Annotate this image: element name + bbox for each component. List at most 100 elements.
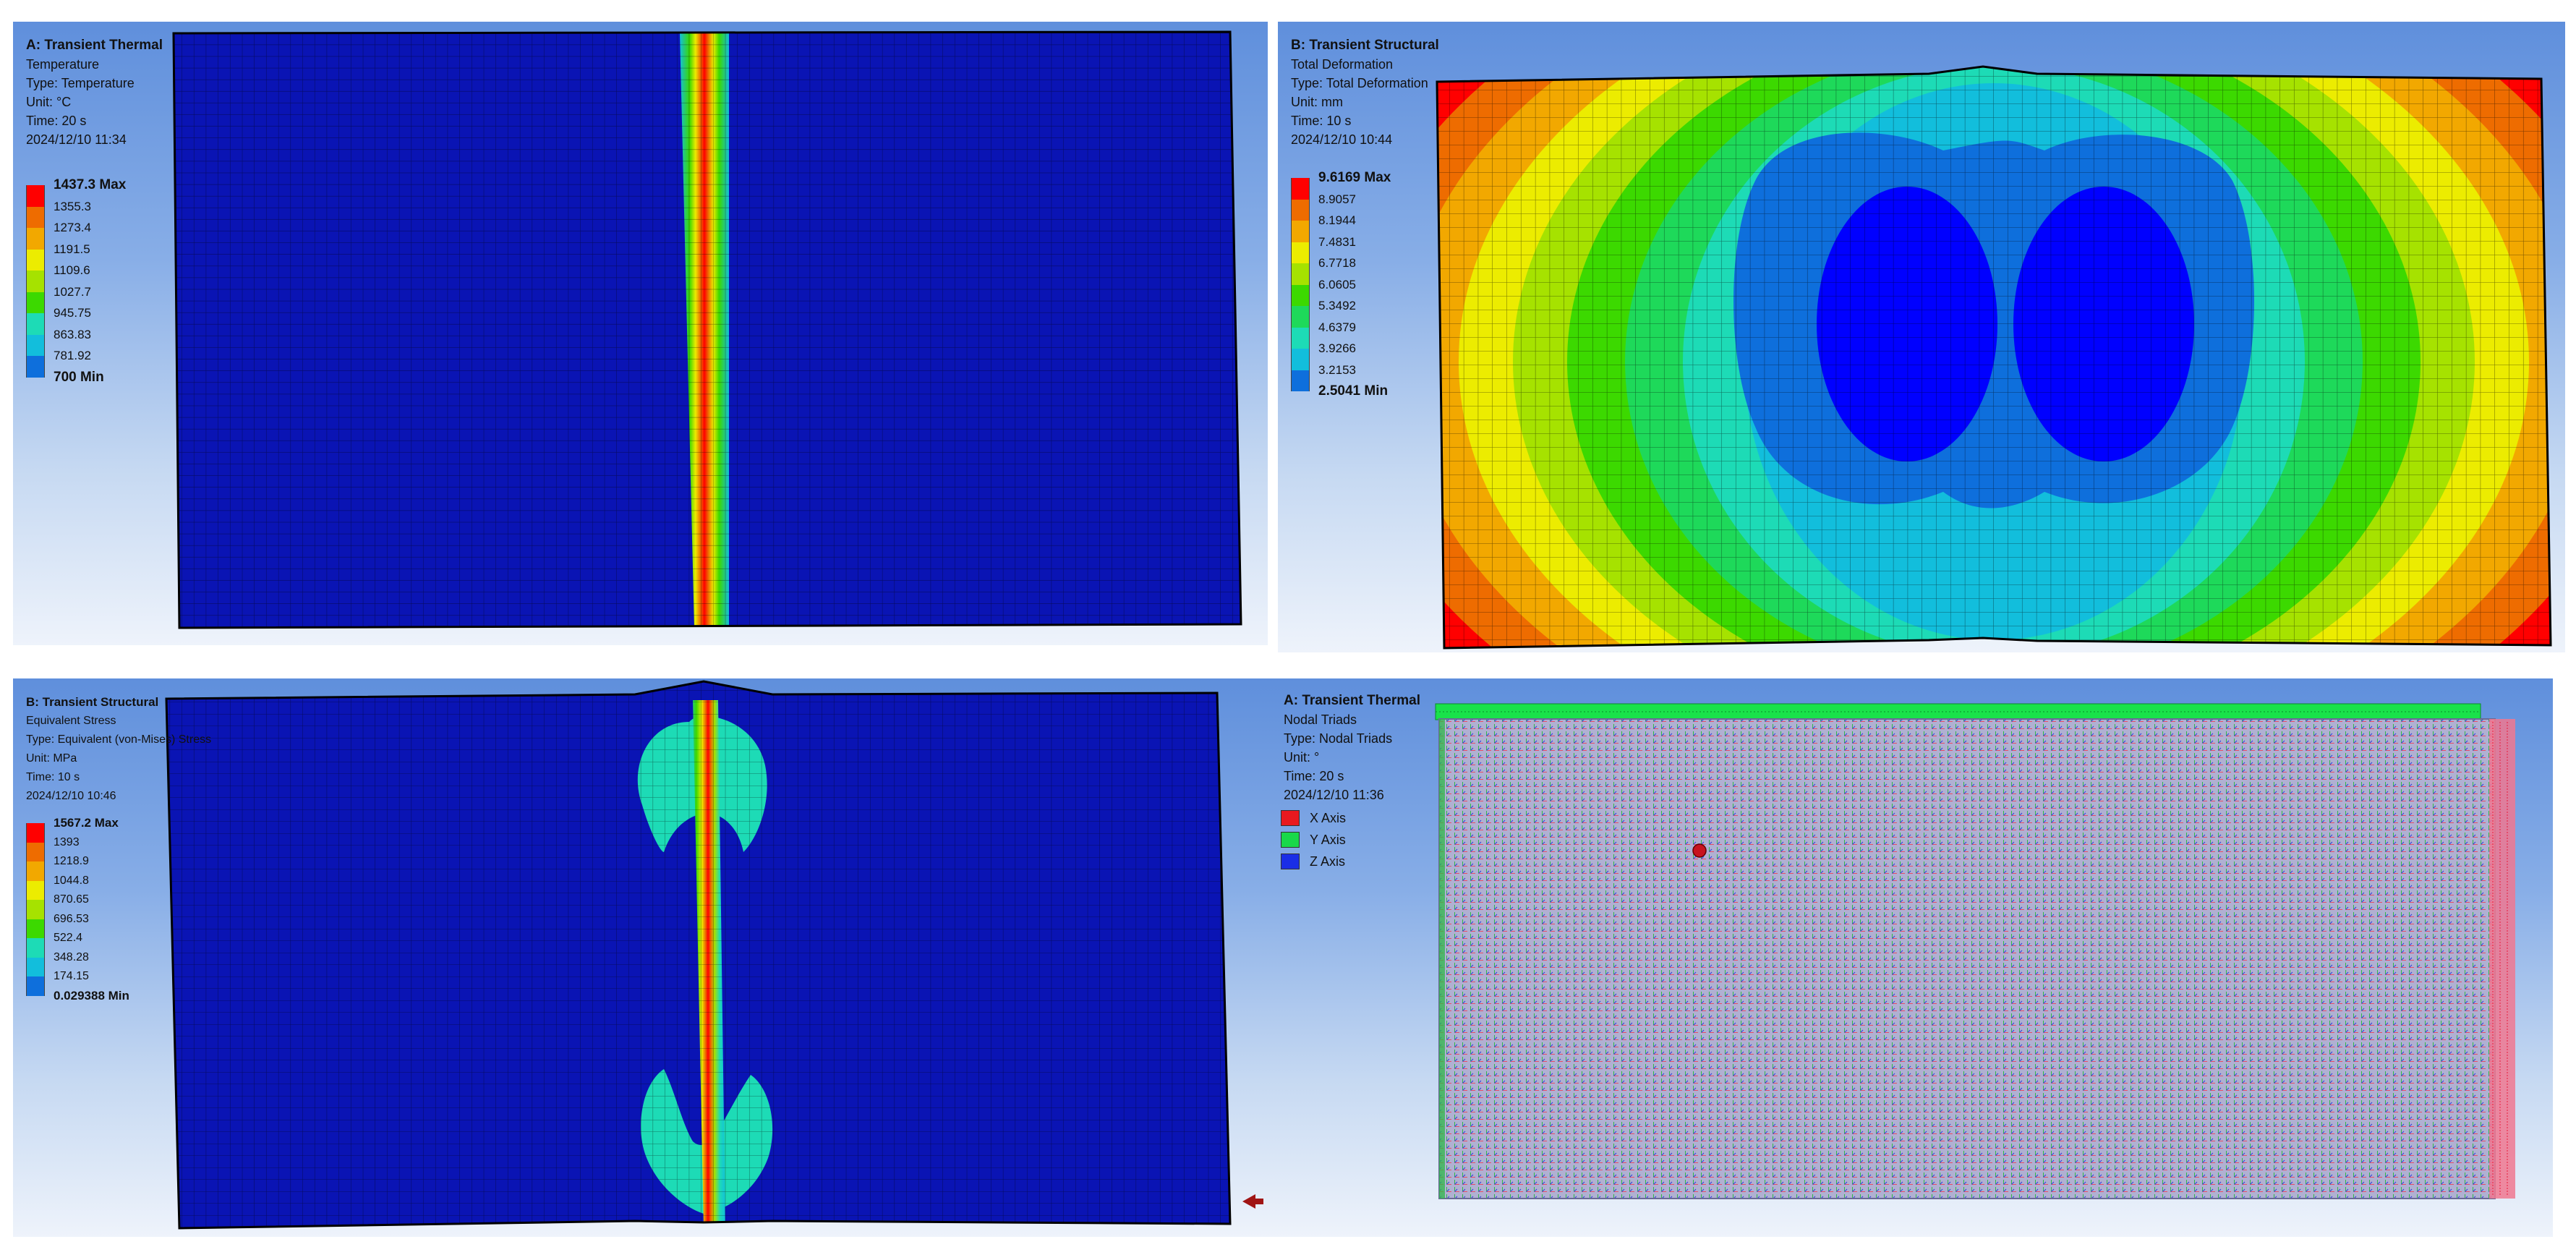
- legend-label: 6.7718: [1318, 256, 1356, 270]
- stress-unit: Unit: MPa: [26, 752, 77, 765]
- legend-label: 1109.6: [54, 263, 90, 277]
- stress-result-name: Equivalent Stress: [26, 715, 116, 727]
- load-arrow-icon: [1242, 1194, 1268, 1209]
- legend-label: 696.53: [54, 912, 89, 925]
- legend-swatch: [1291, 306, 1310, 328]
- triads-model-plate: [1438, 718, 2496, 1199]
- legend-label: 781.92: [54, 349, 91, 362]
- temperature-date: 2024/12/10 11:34: [26, 132, 127, 147]
- legend-label: 4.6379: [1318, 320, 1356, 334]
- temperature-type: Type: Temperature: [26, 76, 135, 90]
- legend-swatch: [26, 823, 45, 843]
- legend-max-label: 1437.3 Max: [54, 177, 127, 192]
- legend-swatch: [1291, 242, 1310, 263]
- legend-label: 8.9057: [1318, 192, 1356, 206]
- legend-swatch: [1291, 349, 1310, 370]
- x-axis-swatch: [1281, 810, 1300, 826]
- temperature-mesh: [174, 32, 1241, 628]
- legend-swatch: [26, 249, 45, 271]
- legend-max-label: 1567.2 Max: [54, 816, 119, 830]
- stress-contour-plot: [165, 680, 1268, 1230]
- z-axis-label: Z Axis: [1310, 854, 1346, 869]
- triads-type: Type: Nodal Triads: [1284, 731, 1393, 746]
- legend-label: 870.65: [54, 893, 89, 906]
- temperature-info-block: A: Transient Thermal Temperature Type: T…: [26, 36, 163, 149]
- x-axis-legend-item: X Axis: [1281, 807, 1346, 829]
- legend-label: 522.4: [54, 932, 83, 944]
- legend-label: 3.9266: [1318, 341, 1356, 355]
- legend-label: 1393: [54, 835, 80, 848]
- nodal-triads-plot: [1435, 703, 2515, 1199]
- legend-label: 945.75: [54, 306, 91, 320]
- legend-label: 1218.9: [54, 855, 89, 867]
- legend-label: 7.4831: [1318, 234, 1356, 249]
- legend-label: 6.0605: [1318, 277, 1356, 291]
- legend-swatch: [26, 271, 45, 292]
- legend-swatch: [26, 938, 45, 958]
- legend-label: 348.28: [54, 950, 89, 963]
- legend-label: 3.2153: [1318, 362, 1356, 377]
- legend-min-label: 2.5041 Min: [1318, 383, 1389, 399]
- triads-info-block: A: Transient Thermal Nodal Triads Type: …: [1284, 691, 1420, 804]
- legend-swatch: [1291, 178, 1310, 200]
- legend-swatch: [26, 880, 45, 900]
- legend-swatch: [1291, 199, 1310, 221]
- legend-swatch: [26, 957, 45, 976]
- legend-swatch: [26, 228, 45, 250]
- legend-swatch: [1291, 221, 1310, 242]
- temperature-viewport[interactable]: A: Transient Thermal Temperature Type: T…: [13, 22, 1268, 645]
- legend-swatch: [26, 919, 45, 938]
- origin-marker: [1692, 843, 1707, 858]
- legend-swatch: [26, 861, 45, 881]
- deformation-contours: [1437, 67, 2551, 648]
- stress-title: B: Transient Structural: [26, 695, 159, 709]
- triads-left-edge: [1439, 719, 1445, 1199]
- y-axis-swatch: [1281, 832, 1300, 848]
- deformation-contour-plot: [1436, 65, 2552, 650]
- temperature-time: Time: 20 s: [26, 114, 87, 128]
- legend-swatch: [26, 900, 45, 919]
- legend-swatch: [26, 206, 45, 228]
- legend-swatch: [1291, 263, 1310, 285]
- x-axis-label: X Axis: [1310, 810, 1347, 825]
- y-axis-label: Y Axis: [1310, 832, 1346, 847]
- deformation-date: 2024/12/10 10:44: [1291, 132, 1393, 147]
- stress-type: Type: Equivalent (von-Mises) Stress: [26, 733, 212, 746]
- deformation-title: B: Transient Structural: [1291, 38, 1439, 53]
- triad-axis-legend[interactable]: X Axis Y Axis Z Axis: [1281, 807, 1346, 872]
- legend-swatch: [26, 976, 45, 996]
- legend-swatch: [26, 356, 45, 378]
- stress-date: 2024/12/10 10:46: [26, 790, 116, 802]
- legend-label: 5.3492: [1318, 299, 1356, 312]
- legend-max-label: 9.6169 Max: [1318, 170, 1391, 185]
- deformation-time: Time: 10 s: [1291, 114, 1352, 128]
- stress-viewport[interactable]: B: Transient Structural Equivalent Stres…: [13, 678, 1268, 1237]
- deformation-unit: Unit: mm: [1291, 95, 1343, 109]
- deformation-info-block: B: Transient Structural Total Deformatio…: [1291, 36, 1439, 149]
- legend-swatch: [1291, 370, 1310, 391]
- legend-label: 1044.8: [54, 874, 89, 887]
- legend-label: 1273.4: [54, 221, 91, 234]
- y-axis-legend-item: Y Axis: [1281, 829, 1346, 851]
- deformation-viewport[interactable]: B: Transient Structural Total Deformatio…: [1278, 22, 2565, 652]
- legend-swatch: [26, 842, 45, 861]
- legend-label: 1191.5: [54, 242, 90, 256]
- legend-swatch: [1291, 284, 1310, 306]
- legend-label: 863.83: [54, 327, 91, 341]
- legend-label: 8.1944: [1318, 213, 1356, 227]
- triads-viewport[interactable]: A: Transient Thermal Nodal Triads Type: …: [1263, 678, 2553, 1237]
- legend-label: 1027.7: [54, 284, 91, 299]
- triads-title: A: Transient Thermal: [1284, 693, 1420, 708]
- temperature-result-name: Temperature: [26, 57, 100, 72]
- deformation-result-name: Total Deformation: [1291, 57, 1394, 72]
- stress-info-block: B: Transient Structural Equivalent Stres…: [26, 693, 211, 806]
- triads-result-name: Nodal Triads: [1284, 712, 1357, 727]
- legend-swatch: [26, 334, 45, 356]
- stress-time: Time: 10 s: [26, 771, 80, 783]
- legend-swatch: [1291, 327, 1310, 349]
- temperature-unit: Unit: °C: [26, 95, 72, 109]
- triads-time: Time: 20 s: [1284, 769, 1344, 783]
- temperature-contour-plot: [172, 30, 1242, 629]
- triads-date: 2024/12/10 11:36: [1284, 788, 1384, 802]
- legend-swatch: [26, 185, 45, 207]
